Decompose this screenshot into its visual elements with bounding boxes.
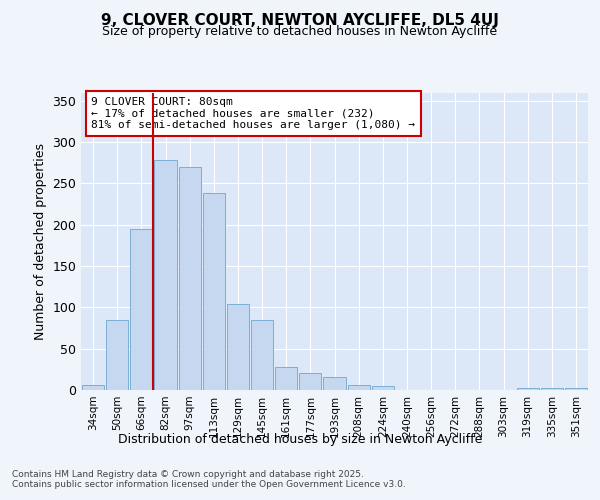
Bar — [541, 388, 563, 390]
Bar — [251, 320, 273, 390]
Bar — [517, 388, 539, 390]
Bar — [299, 374, 322, 390]
Text: Contains HM Land Registry data © Crown copyright and database right 2025.
Contai: Contains HM Land Registry data © Crown c… — [12, 470, 406, 490]
Bar — [371, 386, 394, 390]
Bar — [323, 377, 346, 390]
Bar — [179, 167, 201, 390]
Bar — [130, 229, 152, 390]
Bar — [82, 385, 104, 390]
Bar — [227, 304, 249, 390]
Bar — [154, 160, 176, 390]
Bar — [203, 194, 225, 390]
Text: 9, CLOVER COURT, NEWTON AYCLIFFE, DL5 4UJ: 9, CLOVER COURT, NEWTON AYCLIFFE, DL5 4U… — [101, 12, 499, 28]
Bar — [106, 320, 128, 390]
Text: Size of property relative to detached houses in Newton Aycliffe: Size of property relative to detached ho… — [103, 25, 497, 38]
Bar — [565, 388, 587, 390]
Bar — [347, 385, 370, 390]
Bar — [275, 367, 298, 390]
Y-axis label: Number of detached properties: Number of detached properties — [34, 143, 47, 340]
Text: Distribution of detached houses by size in Newton Aycliffe: Distribution of detached houses by size … — [118, 432, 482, 446]
Text: 9 CLOVER COURT: 80sqm
← 17% of detached houses are smaller (232)
81% of semi-det: 9 CLOVER COURT: 80sqm ← 17% of detached … — [91, 97, 415, 130]
